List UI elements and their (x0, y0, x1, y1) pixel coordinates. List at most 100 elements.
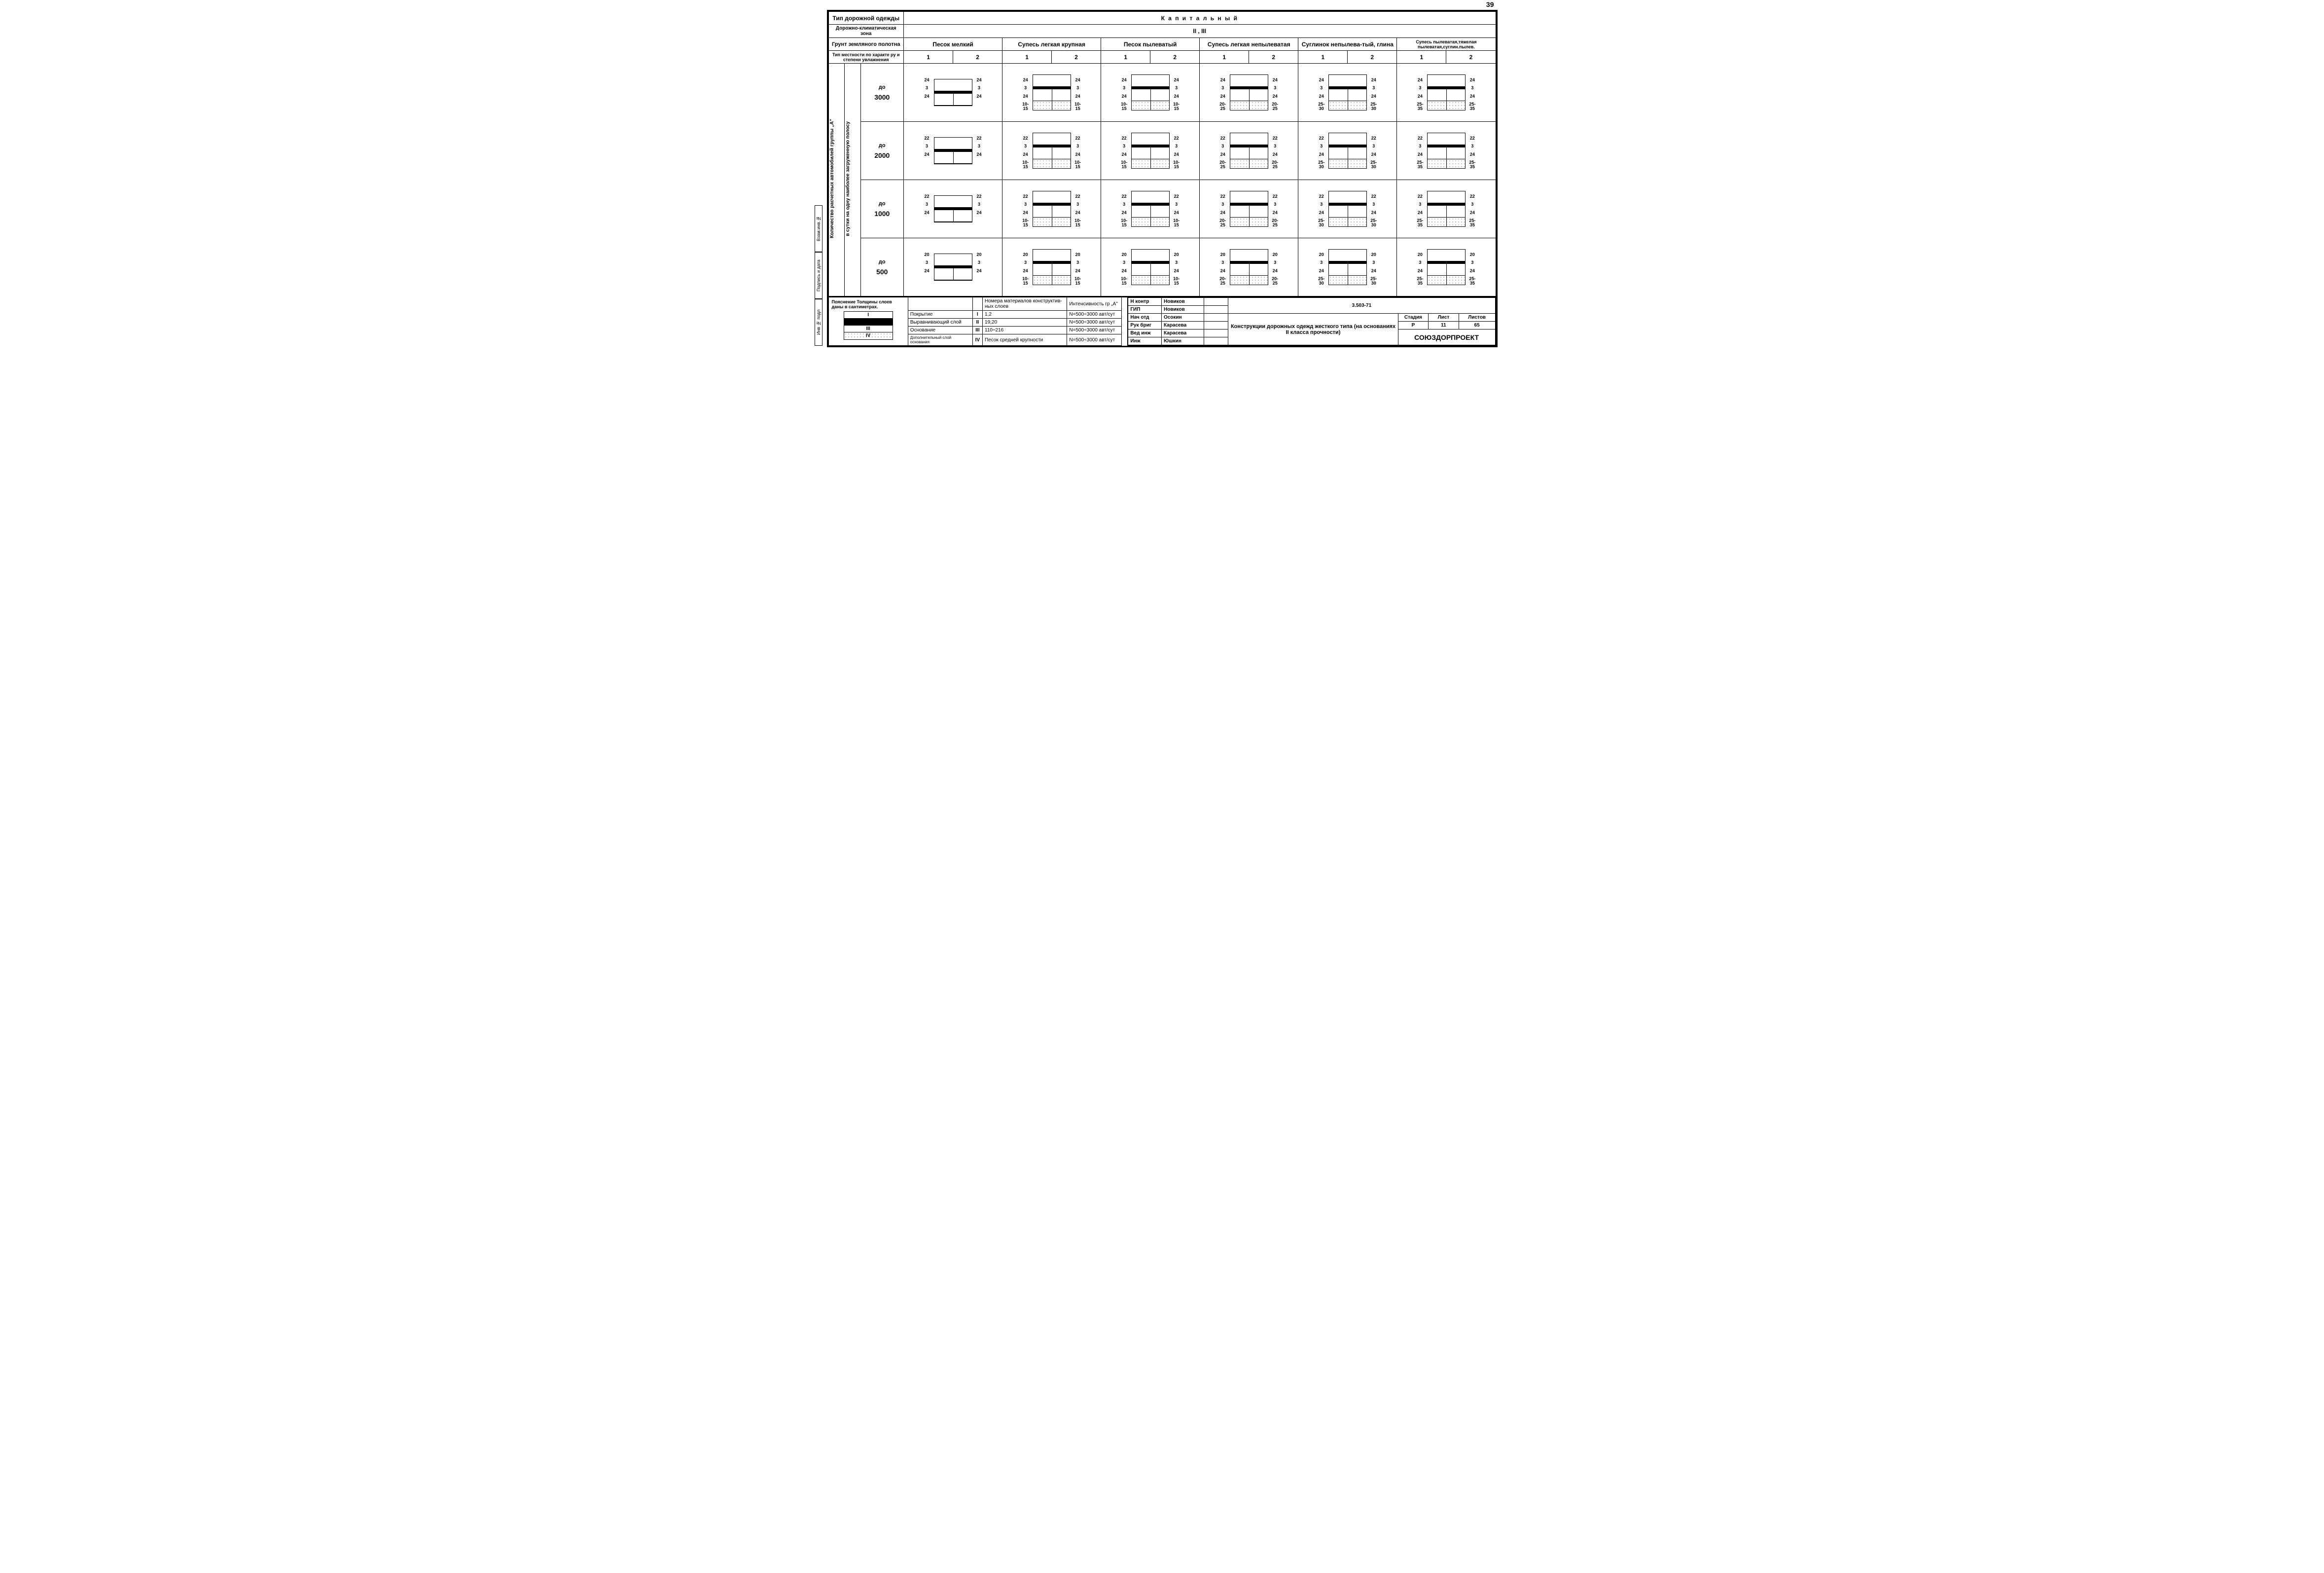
col-1: 1 (1101, 51, 1150, 64)
main-table: Тип дорожной одежды К а п и т а л ь н ы … (828, 11, 1496, 296)
legend-swatch: I III IV (844, 311, 893, 340)
hdr-soil-0: Песок мелкий (904, 38, 1002, 51)
legend-row-int: N=500÷3000 авт/сут (1067, 334, 1122, 346)
hdr-subgrade-label: Грунт земляного полотна (828, 38, 904, 51)
sheet-hdr: Лист (1429, 314, 1459, 322)
pavement-diagram: 2232410-152232410-15 (1002, 122, 1101, 180)
col-2: 2 (1446, 51, 1496, 64)
legend-row-mat: Песок средней крупности (983, 334, 1067, 346)
name: Юшкин (1162, 337, 1204, 345)
legend-row-mat: 19,20 (983, 319, 1067, 327)
role: Инж (1128, 337, 1162, 345)
role: Вед инж (1128, 329, 1162, 337)
pavement-diagram: 2232425-352232425-35 (1397, 122, 1496, 180)
pavement-diagram: 2232422324 (904, 180, 1002, 238)
side-tab: Взам.инв.№ (815, 205, 822, 252)
pavement-diagram: 2432410-152432410-15 (1101, 64, 1200, 122)
pavement-diagram: 2232420-252232420-25 (1200, 122, 1298, 180)
swatch-II (844, 319, 893, 326)
org: СОЮЗДОРПРОЕКТ (1398, 329, 1495, 345)
legend-int-hdr: Интенсивность гр „А" (1067, 297, 1122, 311)
col-1: 1 (1397, 51, 1446, 64)
hdr-soil-3: Супесь легкая непылеватая (1200, 38, 1298, 51)
legend-row-name: Дополнительный слой основания (908, 334, 972, 346)
col-2: 2 (1249, 51, 1298, 64)
drawing-title: Конструкции дорожных одежд жесткого типа… (1228, 314, 1398, 345)
sheets-hdr: Листов (1459, 314, 1495, 322)
pavement-diagram: 2032425-352032425-35 (1397, 238, 1496, 296)
legend-mat-hdr: Номера материалов конструктив-ных слоев (983, 297, 1067, 311)
col-1: 1 (1298, 51, 1348, 64)
stage: Р (1398, 322, 1428, 329)
hdr-soil-1: Супесь легкая крупная (1002, 38, 1101, 51)
side-tabs: Взам.инв.№ Подпись и дата Инв № подл (815, 205, 826, 346)
titleblock: Н контр Новиков 3.503-71 ГИП Новиков Нач… (1128, 297, 1495, 345)
pavement-diagram: 2232410-152232410-15 (1101, 180, 1200, 238)
role: Нач отд (1128, 314, 1162, 322)
hdr-pavement-type-label: Тип дорожной одежды (828, 12, 904, 25)
side-tab: Подпись и дата (815, 252, 822, 299)
hdr-climate-value: II , III (904, 25, 1496, 38)
pavement-diagram: 2232410-152232410-15 (1002, 180, 1101, 238)
name: Карасева (1162, 322, 1204, 329)
hdr-soil-4: Суглинок непылева-тый, глина (1298, 38, 1397, 51)
y-axis-outer: Количество расчетных автомобилей группы … (828, 64, 845, 296)
col-1: 1 (904, 51, 953, 64)
legend-row-int: N=500÷3000 авт/сут (1067, 327, 1122, 334)
pavement-diagram: 2432424324 (904, 64, 1002, 122)
pavement-diagram: 2432410-152432410-15 (1002, 64, 1101, 122)
pavement-diagram: 2032410-152032410-15 (1002, 238, 1101, 296)
legend-row-num: IV (972, 334, 982, 346)
legend-row-num: III (972, 327, 982, 334)
col-1: 1 (1200, 51, 1249, 64)
pavement-diagram: 2232410-152232410-15 (1101, 122, 1200, 180)
pavement-diagram: 2432425-352432425-35 (1397, 64, 1496, 122)
swatch-IV: IV (844, 332, 893, 339)
sheets: 65 (1459, 322, 1495, 329)
role: Рук бриг (1128, 322, 1162, 329)
traffic-row-label: до3000 (860, 64, 904, 122)
page-number: 39 (1486, 0, 1494, 8)
pavement-diagram: 2232425-352232425-35 (1397, 180, 1496, 238)
hdr-soil-2: Песок пылеватый (1101, 38, 1200, 51)
legend-titleblock: Пояснение Толщины слоев даны в сантиметр… (828, 296, 1496, 346)
legend-note: Пояснение Толщины слоев даны в сантиметр… (831, 298, 906, 310)
pavement-diagram: 2032420-252032420-25 (1200, 238, 1298, 296)
pavement-diagram: 2232425-302232425-30 (1298, 122, 1397, 180)
swatch-I: I (844, 312, 893, 319)
name: Новиков (1162, 306, 1204, 314)
legend-row-name: Выравнивающий слой (908, 319, 972, 327)
name: Осокин (1162, 314, 1204, 322)
role: Н контр (1128, 298, 1162, 306)
y-axis-inner: в сутки на одну наиболее загруженную пол… (845, 64, 861, 296)
hdr-pavement-type-value: К а п и т а л ь н ы й (904, 12, 1496, 25)
traffic-row-label: до2000 (860, 122, 904, 180)
side-tab: Инв № подл (815, 299, 822, 346)
legend-row-mat: 110÷216 (983, 327, 1067, 334)
stage-hdr: Стадия (1398, 314, 1428, 322)
drawing-sheet: 39 Взам.инв.№ Подпись и дата Инв № подл … (827, 10, 1498, 347)
hdr-climate-label: Дорожно-климатическая зона (828, 25, 904, 38)
legend-row-num: II (972, 319, 982, 327)
legend-row-num: I (972, 311, 982, 319)
drawing-code: 3.503-71 (1228, 298, 1495, 314)
col-1: 1 (1002, 51, 1052, 64)
legend-row-name: Покрытие (908, 311, 972, 319)
legend-row-int: N=500÷3000 авт/сут (1067, 311, 1122, 319)
traffic-row-label: до1000 (860, 180, 904, 238)
role: ГИП (1128, 306, 1162, 314)
name: Карасева (1162, 329, 1204, 337)
sheet: 11 (1429, 322, 1459, 329)
pavement-diagram: 2032425-302032425-30 (1298, 238, 1397, 296)
legend-row-name: Основание (908, 327, 972, 334)
col-2: 2 (1348, 51, 1397, 64)
name: Новиков (1162, 298, 1204, 306)
pavement-diagram: 2432425-302432425-30 (1298, 64, 1397, 122)
legend-row-int: N=500÷3000 авт/сут (1067, 319, 1122, 327)
hdr-soil-5: Супесь пылеватая,тяжелая пылеватая,сугли… (1397, 38, 1496, 51)
pavement-diagram: 2032410-152032410-15 (1101, 238, 1200, 296)
pavement-diagram: 2432420-252432420-25 (1200, 64, 1298, 122)
col-2: 2 (1052, 51, 1101, 64)
hdr-terrain-label: Тип местности по характе ру и степени ув… (828, 51, 904, 64)
col-2: 2 (1150, 51, 1200, 64)
